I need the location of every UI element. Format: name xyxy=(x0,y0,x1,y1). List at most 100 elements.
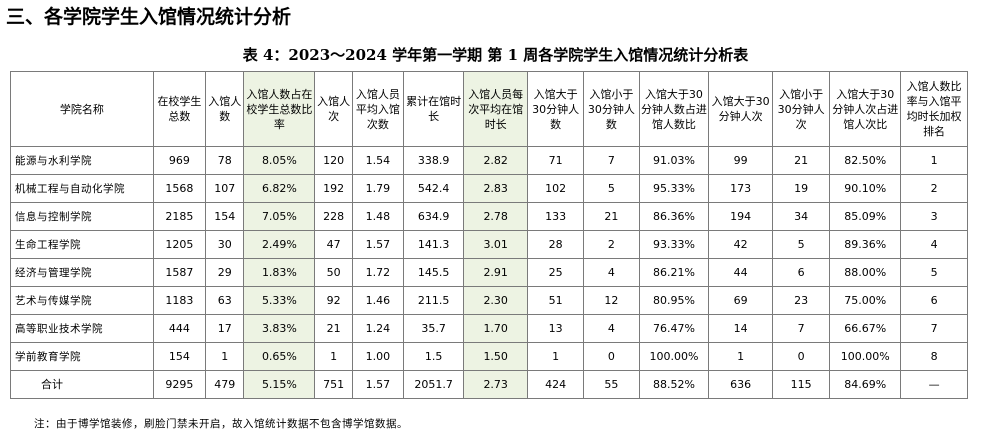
table-cell: 115 xyxy=(771,370,831,399)
table-cell: 17 xyxy=(204,314,245,343)
table-cell: 107 xyxy=(204,174,245,203)
table-cell: 3.01 xyxy=(463,230,528,259)
table-cell: 2.83 xyxy=(463,174,528,203)
college-name: 艺术与传媒学院 xyxy=(10,286,154,315)
header-cell: 在校学生总数 xyxy=(152,71,206,147)
college-name: 生命工程学院 xyxy=(10,230,154,259)
table-cell: 133 xyxy=(526,202,585,231)
table-cell: 634.9 xyxy=(402,202,465,231)
college-name: 能源与水利学院 xyxy=(10,146,154,175)
table-cell: 0 xyxy=(771,342,831,371)
table-cell: 23 xyxy=(771,286,831,315)
table-cell: 424 xyxy=(526,370,585,399)
table-cell: 6.82% xyxy=(243,174,316,203)
table-cell: 6 xyxy=(900,286,968,315)
table-cell: 8.05% xyxy=(243,146,316,175)
table-cell: 2.30 xyxy=(463,286,528,315)
table-cell: 89.36% xyxy=(829,230,902,259)
table-cell: 0.65% xyxy=(243,342,316,371)
table-cell: 9295 xyxy=(152,370,206,399)
table-row: 生命工程学院 1205 30 2.49% 47 1.57 141.3 3.01 28 2 93.33… xyxy=(10,230,968,259)
table-cell: 82.50% xyxy=(829,146,902,175)
table-cell: 444 xyxy=(152,314,206,343)
table-cell: 51 xyxy=(526,286,585,315)
table-cell: 173 xyxy=(708,174,773,203)
table-cell: 1.46 xyxy=(351,286,404,315)
table-cell: 66.67% xyxy=(829,314,902,343)
table-cell: 120 xyxy=(314,146,353,175)
table-cell: 28 xyxy=(526,230,585,259)
table-cell: 5 xyxy=(771,230,831,259)
table-cell: 19 xyxy=(771,174,831,203)
table-cell: 1568 xyxy=(152,174,206,203)
table-cell: 13 xyxy=(526,314,585,343)
table-cell: 2051.7 xyxy=(402,370,465,399)
table-cell: 5 xyxy=(900,258,968,287)
table-row: 艺术与传媒学院 1183 63 5.33% 92 1.46 211.5 2.30 51 12 80.… xyxy=(10,286,968,315)
table-caption: 表 4：2023～2024 学年第一学期 第 1 周各学院学生入馆情况统计分析表 xyxy=(242,46,749,64)
table-row: 机械工程与自动化学院 1568 107 6.82% 192 1.79 542.4 2.83 10… xyxy=(10,174,968,203)
section-title: 三、各学院学生入馆情况统计分析 xyxy=(6,6,292,28)
table-cell: 0 xyxy=(583,342,640,371)
table-cell: 21 xyxy=(583,202,640,231)
table-row: 学前教育学院 154 1 0.65% 1 1.00 1.5 1.50 1 0 100.00% 1 0 10… xyxy=(10,342,968,371)
table-cell: 90.10% xyxy=(829,174,902,203)
table-cell: 75.00% xyxy=(829,286,902,315)
table-cell: 93.33% xyxy=(638,230,710,259)
table-cell: 92 xyxy=(314,286,353,315)
table-cell: 25 xyxy=(526,258,585,287)
table-cell: 1.83% xyxy=(243,258,316,287)
college-stats-table: 学院名称 在校学生总数 入馆人数 入馆人数占在校学生总数比率 入馆人次 入馆人员… xyxy=(10,71,968,399)
table-cell: 44 xyxy=(708,258,773,287)
header-cell: 入馆大于30分钟人数 xyxy=(526,71,585,147)
table-cell: 5.15% xyxy=(243,370,316,399)
table-cell: 194 xyxy=(708,202,773,231)
table-cell: 7.05% xyxy=(243,202,316,231)
table-cell: 63 xyxy=(204,286,245,315)
table-cell: 1587 xyxy=(152,258,206,287)
table-cell: 1.57 xyxy=(351,230,404,259)
table-cell: 211.5 xyxy=(402,286,465,315)
table-cell: 2 xyxy=(583,230,640,259)
table-cell: 88.00% xyxy=(829,258,902,287)
table-cell: 42 xyxy=(708,230,773,259)
table-cell: 21 xyxy=(314,314,353,343)
header-cell: 入馆大于30分钟人次 xyxy=(708,71,773,147)
table-row: 能源与水利学院 969 78 8.05% 120 1.54 338.9 2.82 71 7 91.0… xyxy=(10,146,968,175)
footnote: 注：由于博学馆装修，刷脸门禁未开启，故入馆统计数据不包含博学馆数据。 xyxy=(34,418,408,430)
table-cell: 4 xyxy=(583,258,640,287)
table-cell: 1.70 xyxy=(463,314,528,343)
table-total-row: 合计 9295 479 5.15% 751 1.57 2051.7 2.73 424 55 88.5… xyxy=(10,370,968,399)
table-cell: 7 xyxy=(771,314,831,343)
header-cell: 入馆人次 xyxy=(314,71,353,147)
table-cell: 1.54 xyxy=(351,146,404,175)
table-cell: 1.72 xyxy=(351,258,404,287)
table-cell: 100.00% xyxy=(638,342,710,371)
college-name: 信息与控制学院 xyxy=(10,202,154,231)
table-cell: 84.69% xyxy=(829,370,902,399)
table-cell: 3.83% xyxy=(243,314,316,343)
table-cell: 8 xyxy=(900,342,968,371)
table-row: 高等职业技术学院 444 17 3.83% 21 1.24 35.7 1.70 13 4 76.47… xyxy=(10,314,968,343)
header-cell: 入馆大于30分钟人次占进馆人次比 xyxy=(829,71,902,147)
table-cell: 100.00% xyxy=(829,342,902,371)
header-cell: 入馆小于30分钟人数 xyxy=(583,71,640,147)
table-body: 能源与水利学院 969 78 8.05% 120 1.54 338.9 2.82 71 7 91.0… xyxy=(10,146,968,399)
table-cell: 21 xyxy=(771,146,831,175)
table-cell: 76.47% xyxy=(638,314,710,343)
table-cell: 1.57 xyxy=(351,370,404,399)
table-cell: 5.33% xyxy=(243,286,316,315)
table-cell: 102 xyxy=(526,174,585,203)
table-cell: 154 xyxy=(152,342,206,371)
table-cell: 14 xyxy=(708,314,773,343)
college-name: 高等职业技术学院 xyxy=(10,314,154,343)
table-cell: 35.7 xyxy=(402,314,465,343)
college-name: 机械工程与自动化学院 xyxy=(10,174,154,203)
table-cell: 141.3 xyxy=(402,230,465,259)
table-cell: 99 xyxy=(708,146,773,175)
table-cell: 542.4 xyxy=(402,174,465,203)
table-cell: 86.36% xyxy=(638,202,710,231)
table-cell: 751 xyxy=(314,370,353,399)
table-cell: 2.91 xyxy=(463,258,528,287)
total-label: 合计 xyxy=(10,370,154,399)
